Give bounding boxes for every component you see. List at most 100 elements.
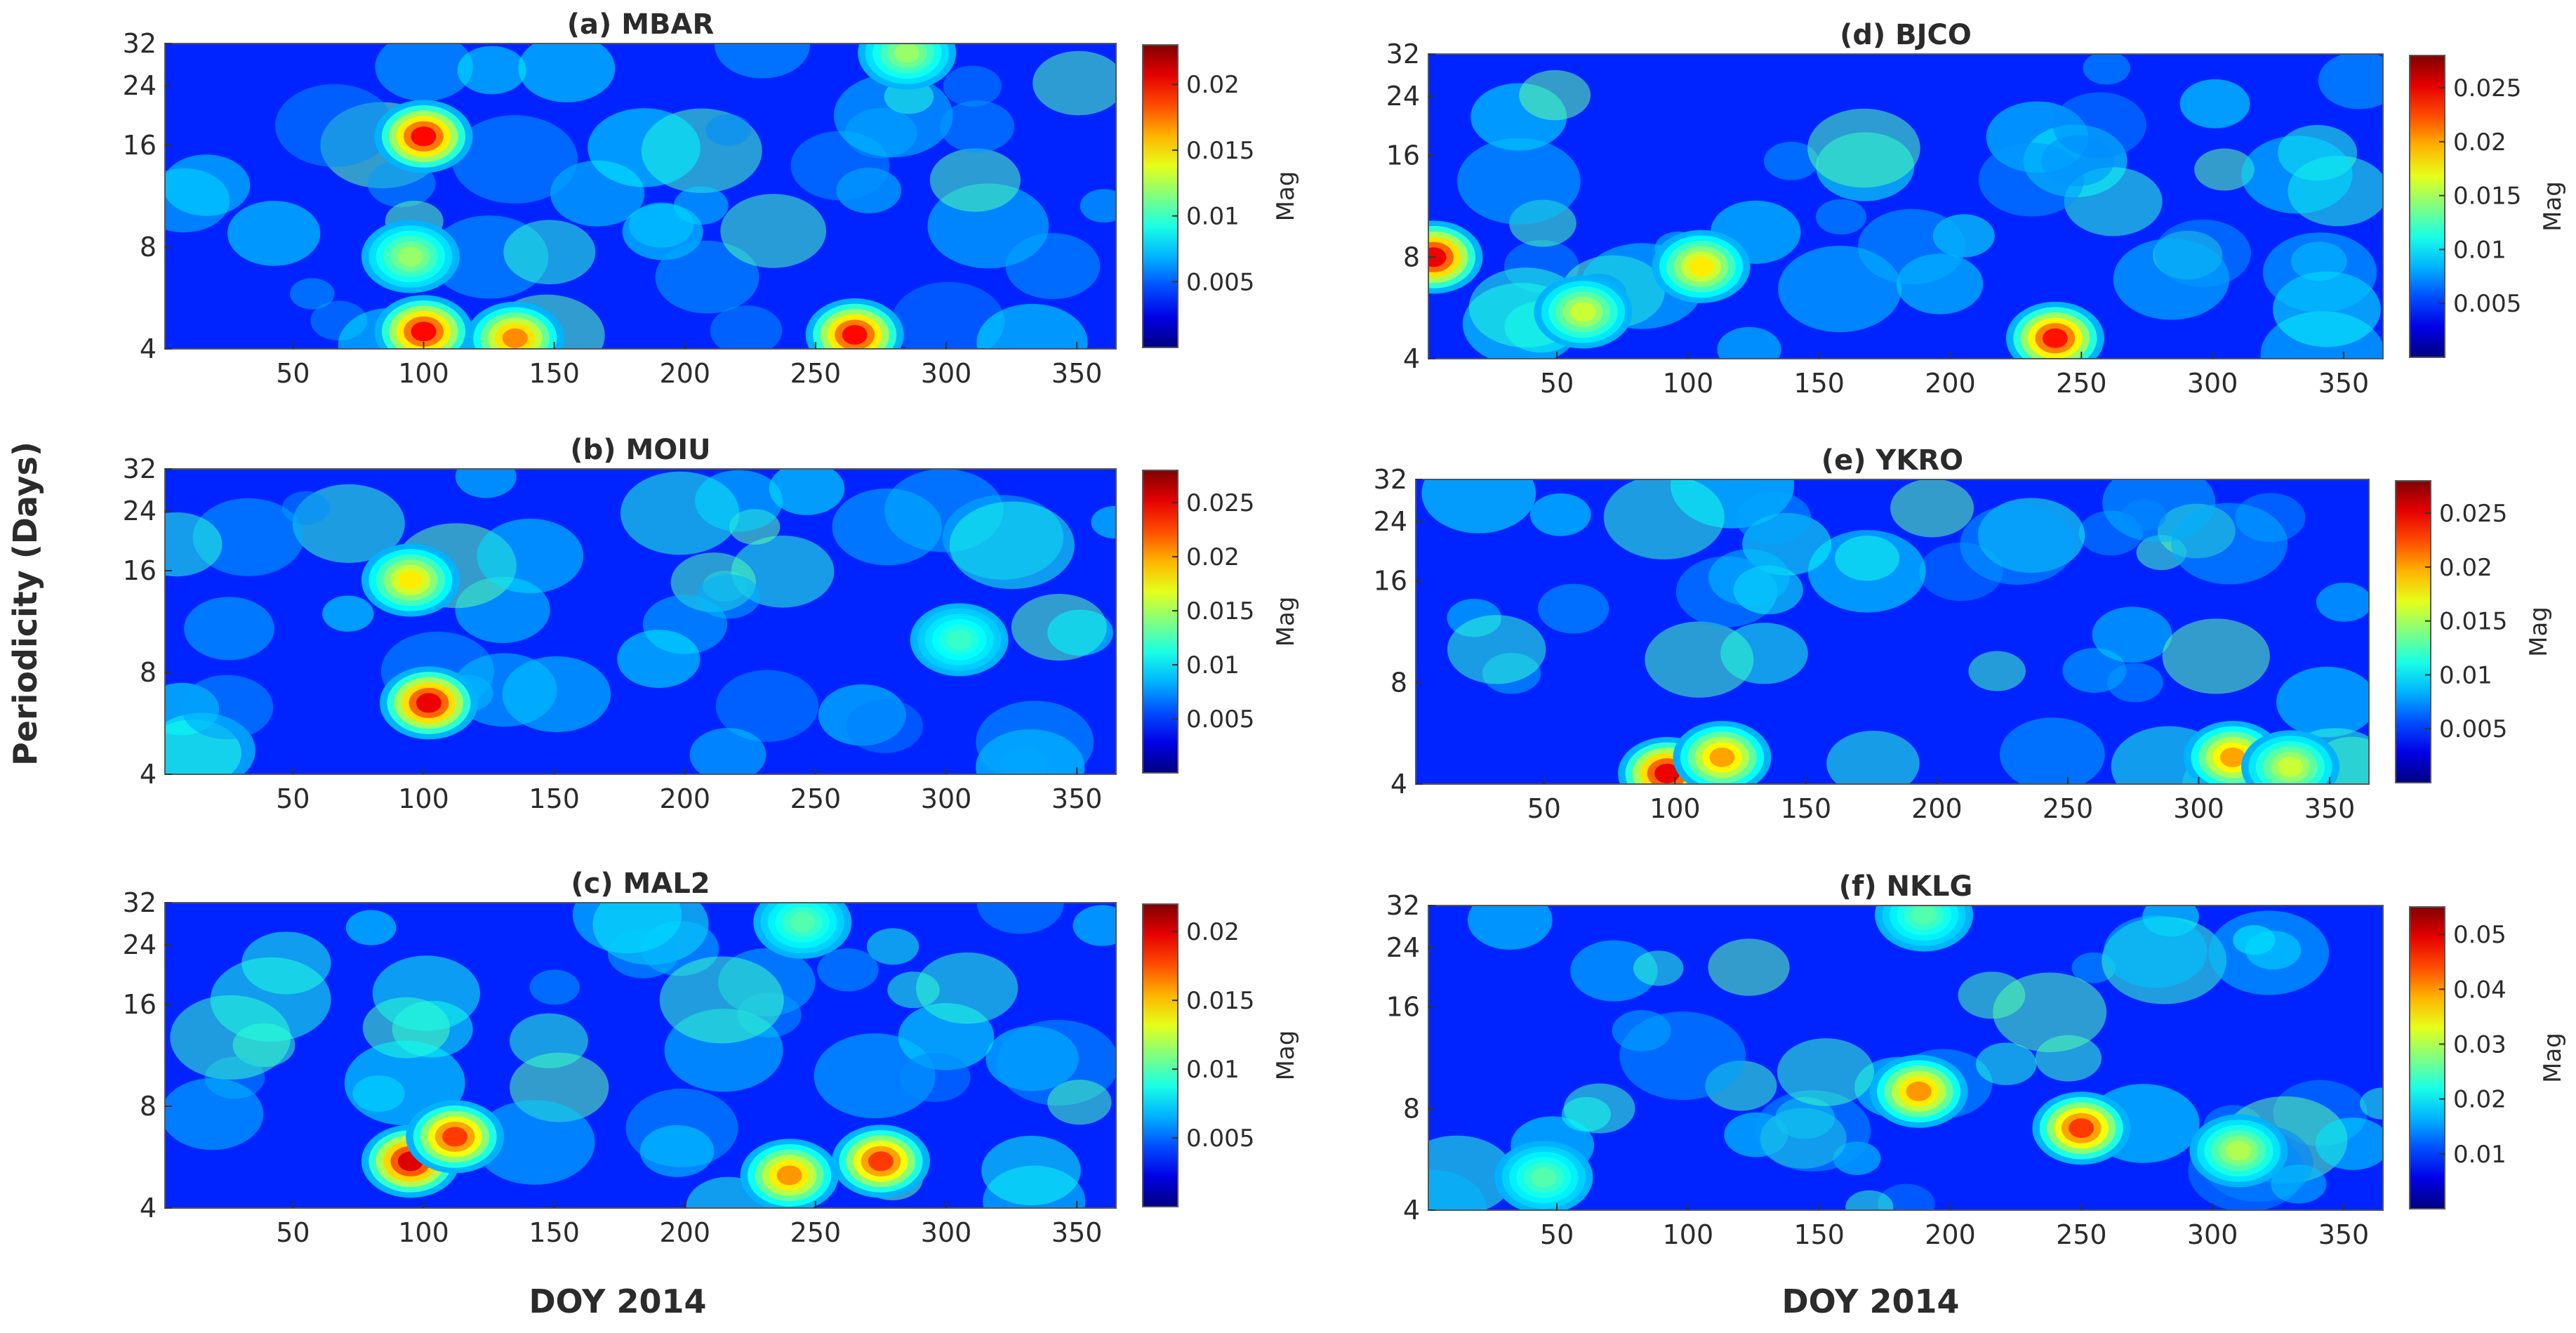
y-tick-label: 24: [1374, 506, 1407, 537]
y-tick-label: 16: [123, 989, 157, 1020]
colorbar-tick-label: 0.015: [1186, 987, 1254, 1015]
x-tick-label: 50: [1540, 368, 1574, 399]
heatmap-blob: [2103, 915, 2207, 988]
heatmap-peak-4: [842, 325, 868, 345]
figure-xlabel-left: DOY 2014: [529, 1282, 707, 1320]
x-tick-label: 200: [660, 783, 711, 814]
heatmap-blob: [1736, 491, 1812, 545]
heatmap-blob: [949, 501, 1075, 590]
x-tick-label: 100: [398, 783, 449, 814]
heatmap-blob: [1570, 940, 1658, 1002]
x-tick-label: 150: [1793, 1219, 1845, 1250]
y-tick-label: 4: [140, 333, 157, 364]
heatmap-blob: [1845, 1190, 1894, 1210]
plot-frame: [164, 43, 1117, 350]
heatmap-blob: [1619, 1012, 1746, 1101]
y-tick-label: 32: [123, 887, 157, 918]
heatmap-blob: [999, 748, 1048, 774]
panel-1: (a) MBAR 50 100 150 200 250 300 350 4 8 16 24 32 0.00…: [123, 8, 1300, 389]
y-tick-label: 4: [1403, 343, 1420, 374]
x-tick-label: 350: [2318, 1219, 2370, 1250]
heatmap-blob: [184, 597, 274, 661]
heatmap-blob: [710, 305, 783, 349]
y-tick-label: 16: [123, 130, 157, 161]
x-tick-label: 150: [1781, 793, 1832, 824]
colorbar-tick-label: 0.02: [1186, 918, 1240, 946]
heatmap-blob: [474, 1100, 595, 1185]
heatmap-blob: [2360, 1087, 2383, 1120]
x-tick-label: 250: [790, 783, 842, 814]
colorbar-tick-label: 0.005: [2439, 715, 2507, 743]
x-tick-label: 350: [1051, 358, 1103, 389]
y-tick-label: 16: [123, 555, 157, 586]
x-tick-label: 150: [529, 358, 580, 389]
colorbar: [2409, 906, 2445, 1209]
x-tick-label: 350: [1051, 783, 1103, 814]
x-tick-label: 250: [2056, 368, 2107, 399]
heatmap-blob: [1755, 1090, 1871, 1172]
heatmap-blob: [1633, 950, 1684, 986]
heatmap-blob: [1976, 1042, 2037, 1085]
colorbar-tick-label: 0.025: [2439, 500, 2507, 528]
y-tick-label: 32: [1386, 39, 1420, 69]
colorbar-tick-label: 0.02: [1186, 543, 1240, 571]
x-tick-label: 100: [1649, 793, 1701, 824]
x-tick-label: 200: [1925, 368, 1976, 399]
x-tick-label: 250: [2056, 1219, 2107, 1250]
y-tick-label: 24: [123, 929, 157, 960]
heatmap-blob: [617, 630, 701, 689]
panel-5: (e) YKRO 50 100 150 200 250 300 350 4 8 16 24 32 0.00…: [1374, 444, 2553, 824]
heatmap-blob: [1467, 906, 1553, 950]
heatmap-peak-4: [1570, 302, 1596, 322]
heatmap-blob: [659, 956, 784, 1044]
heatmap-peak-2: [2069, 1118, 2094, 1139]
y-tick-label: 4: [1390, 769, 1407, 800]
heatmap-blob: [1857, 208, 1966, 285]
heatmap-peak-2: [411, 321, 437, 342]
heatmap-peak-4: [868, 1151, 894, 1172]
heatmap-blob: [814, 1033, 936, 1119]
heatmap-blob: [2241, 135, 2353, 214]
heatmap-blob: [375, 44, 473, 102]
y-tick-label: 8: [140, 657, 157, 688]
heatmap-blob: [587, 108, 701, 187]
heatmap-peak-3: [946, 630, 972, 650]
heatmap-blob: [1073, 905, 1116, 946]
heatmap-blob: [372, 955, 481, 1031]
colorbar: [2395, 480, 2431, 783]
x-tick-label: 350: [1051, 1217, 1103, 1248]
y-tick-label: 24: [1386, 81, 1420, 112]
y-tick-label: 16: [1386, 140, 1420, 171]
x-tick-label: 100: [398, 1217, 449, 1248]
x-tick-label: 50: [276, 783, 310, 814]
heatmap-blob: [1708, 939, 1790, 996]
heatmap-blob: [1519, 69, 1591, 121]
colorbar-tick-label: 0.01: [2439, 661, 2492, 689]
x-tick-label: 50: [276, 1217, 310, 1248]
colorbar-tick-label: 0.03: [2453, 1030, 2507, 1059]
colorbar-tick-label: 0.01: [2453, 1141, 2507, 1169]
heatmap-blob: [2271, 1164, 2327, 1204]
heatmap-blob: [322, 595, 374, 632]
colorbar-tick-label: 0.005: [1186, 268, 1254, 296]
colorbar-tick-label: 0.015: [2453, 183, 2521, 211]
heatmap-peak-2: [397, 570, 423, 590]
heatmap-blob: [572, 903, 682, 954]
x-tick-label: 100: [1663, 368, 1714, 399]
heatmap-blob: [2194, 148, 2255, 191]
heatmap-blob: [1717, 326, 1781, 359]
heatmap-blob: [940, 100, 1015, 153]
plot-frame: [164, 902, 1117, 1209]
y-tick-label: 8: [140, 232, 157, 263]
colorbar-tick-label: 0.01: [1186, 1056, 1240, 1084]
heatmap-peak-4: [1911, 906, 1937, 925]
panel-title: (c) MAL2: [571, 868, 710, 900]
x-tick-label: 350: [2304, 793, 2356, 824]
heatmap-blob: [655, 241, 759, 314]
heatmap-blob: [275, 84, 394, 167]
heatmap-blob: [715, 44, 810, 79]
colorbar: [1142, 44, 1179, 348]
colorbar-tick-label: 0.005: [2453, 290, 2521, 318]
x-tick-label: 200: [1911, 793, 1963, 824]
heatmap-peak-1: [1906, 1081, 1932, 1101]
